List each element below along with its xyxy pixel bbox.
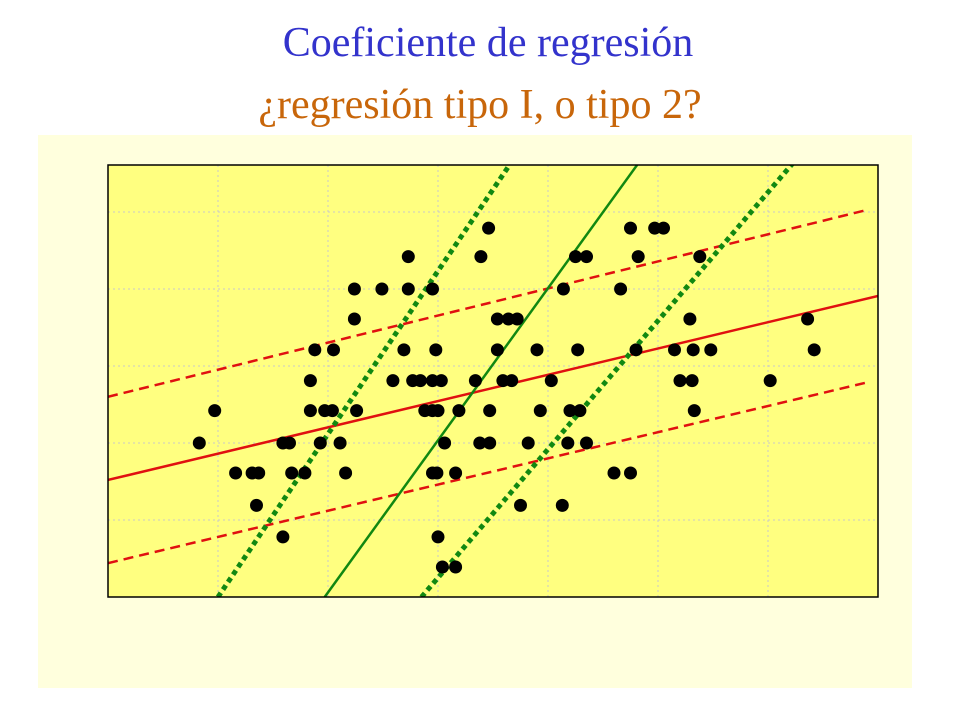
data-point <box>438 436 452 450</box>
regression-line <box>215 165 512 597</box>
data-point <box>339 466 353 480</box>
data-point <box>430 466 444 480</box>
data-point <box>668 343 681 357</box>
data-point <box>327 343 340 357</box>
data-point <box>229 466 243 480</box>
data-point <box>397 343 411 357</box>
data-point <box>693 250 707 264</box>
data-point <box>276 530 290 544</box>
data-point <box>490 343 504 357</box>
data-point <box>483 436 497 450</box>
data-point <box>375 282 389 296</box>
data-point <box>435 560 449 574</box>
data-point <box>401 250 415 264</box>
data-point <box>208 404 222 418</box>
data-point <box>657 221 670 235</box>
data-point <box>624 466 637 480</box>
data-point <box>298 466 312 480</box>
data-point <box>561 436 575 450</box>
data-point <box>685 374 699 388</box>
data-point <box>556 282 570 296</box>
data-point <box>303 374 317 388</box>
plot-frame <box>107 164 879 598</box>
data-point <box>563 404 577 418</box>
data-point <box>614 282 628 296</box>
data-point <box>413 374 427 388</box>
data-point <box>510 312 524 326</box>
data-point <box>687 404 701 418</box>
data-point <box>801 312 815 326</box>
data-point <box>192 436 206 450</box>
regression-line <box>108 380 869 565</box>
data-point <box>673 374 687 388</box>
data-point <box>763 374 777 388</box>
data-point <box>490 312 504 326</box>
data-point <box>333 436 347 450</box>
data-point <box>631 250 645 264</box>
data-point <box>686 343 700 357</box>
data-point <box>629 343 643 357</box>
chart-subtitle: ¿regresión tipo I, o tipo 2? <box>258 82 701 128</box>
data-point <box>473 436 487 450</box>
data-point <box>468 374 482 388</box>
data-point <box>434 374 448 388</box>
regression-line <box>108 208 869 398</box>
data-point <box>530 343 544 357</box>
plot-area <box>108 165 878 597</box>
data-point <box>347 312 361 326</box>
data-point <box>704 343 718 357</box>
data-point <box>533 404 547 418</box>
data-point <box>449 466 463 480</box>
data-point <box>250 498 263 512</box>
data-point <box>482 221 496 235</box>
data-point <box>308 343 322 357</box>
data-point <box>474 250 488 264</box>
data-point <box>607 466 621 480</box>
data-point <box>285 466 299 480</box>
data-point <box>571 343 585 357</box>
data-point <box>313 436 327 450</box>
data-point <box>283 436 296 450</box>
data-point <box>555 498 569 512</box>
data-point <box>452 404 466 418</box>
regression-line <box>108 294 878 482</box>
data-point <box>544 374 558 388</box>
data-point <box>426 282 439 296</box>
data-point <box>580 436 593 450</box>
data-point <box>303 404 317 418</box>
data-point <box>347 282 361 296</box>
data-point <box>325 404 339 418</box>
data-point <box>483 404 497 418</box>
data-point <box>431 404 445 418</box>
data-point <box>252 466 266 480</box>
data-point <box>505 374 519 388</box>
data-point <box>386 374 400 388</box>
data-point <box>521 436 535 450</box>
regression-line <box>419 165 795 597</box>
data-point <box>569 250 582 264</box>
chart-title: Coeficiente de regresión <box>283 20 693 66</box>
data-point <box>429 343 443 357</box>
data-point <box>401 282 415 296</box>
data-point <box>449 560 463 574</box>
data-point <box>624 221 637 235</box>
data-point <box>580 250 593 264</box>
data-point <box>514 498 527 512</box>
data-point <box>350 404 364 418</box>
data-point <box>683 312 697 326</box>
data-point <box>807 343 821 357</box>
data-point <box>573 404 587 418</box>
data-point <box>431 530 445 544</box>
